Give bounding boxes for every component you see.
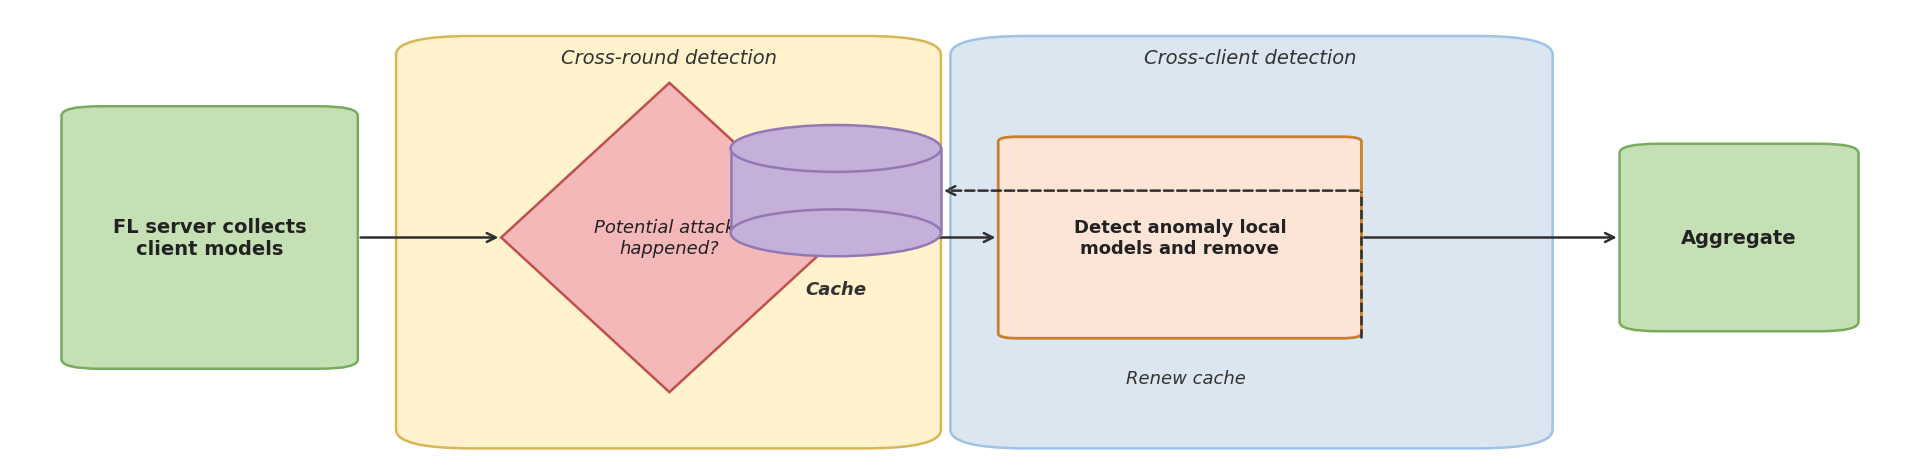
Text: Detect anomaly local
models and remove: Detect anomaly local models and remove bbox=[1073, 218, 1286, 258]
FancyBboxPatch shape bbox=[998, 138, 1361, 338]
Text: Aggregate: Aggregate bbox=[1682, 228, 1797, 248]
Ellipse shape bbox=[732, 126, 941, 172]
Text: Cache: Cache bbox=[804, 280, 866, 298]
Text: FL server collects
client models: FL server collects client models bbox=[113, 218, 307, 258]
Text: Renew cache: Renew cache bbox=[1125, 369, 1246, 387]
Text: Cross-round detection: Cross-round detection bbox=[561, 49, 778, 68]
FancyBboxPatch shape bbox=[61, 107, 357, 369]
Text: Cross-client detection: Cross-client detection bbox=[1144, 49, 1357, 68]
Text: Potential attacks
happened?: Potential attacks happened? bbox=[593, 218, 745, 258]
Ellipse shape bbox=[732, 210, 941, 257]
FancyBboxPatch shape bbox=[1620, 144, 1859, 332]
Polygon shape bbox=[501, 84, 837, 392]
FancyBboxPatch shape bbox=[950, 37, 1553, 448]
FancyBboxPatch shape bbox=[396, 37, 941, 448]
Polygon shape bbox=[732, 149, 941, 233]
